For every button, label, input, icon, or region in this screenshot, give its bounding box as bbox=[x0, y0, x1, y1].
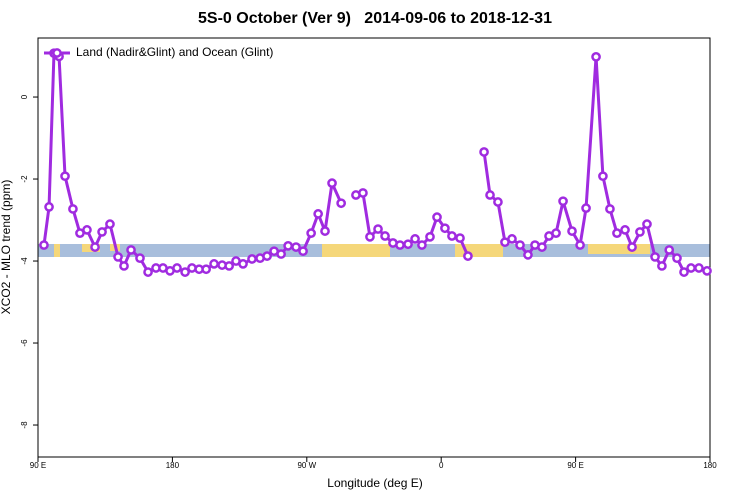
data-point bbox=[180, 267, 190, 277]
data-point bbox=[575, 240, 585, 250]
x-tick-label: 90 E bbox=[30, 461, 46, 470]
data-point bbox=[523, 250, 533, 260]
data-point bbox=[679, 267, 689, 277]
data-point bbox=[417, 240, 427, 250]
data-point bbox=[479, 147, 489, 157]
data-point bbox=[247, 254, 257, 264]
y-axis-label: XCO2 - MLO trend (ppm) bbox=[0, 180, 13, 315]
data-point bbox=[642, 219, 652, 229]
data-point bbox=[90, 242, 100, 252]
y-tick-label: 0 bbox=[20, 94, 29, 99]
data-point bbox=[485, 190, 495, 200]
data-point bbox=[537, 242, 547, 252]
data-point bbox=[97, 227, 107, 237]
data-point bbox=[68, 204, 78, 214]
legend-label: Land (Nadir&Glint) and Ocean (Glint) bbox=[76, 45, 273, 59]
plot-frame bbox=[37, 37, 711, 458]
legend-entry: Land (Nadir&Glint) and Ocean (Glint) bbox=[44, 45, 273, 59]
data-point bbox=[591, 52, 601, 62]
data-point bbox=[82, 225, 92, 235]
land-patch bbox=[54, 244, 60, 257]
y-tick-label: -2 bbox=[20, 175, 29, 183]
x-tick-label: 90 E bbox=[567, 461, 583, 470]
data-point bbox=[551, 228, 561, 239]
data-point bbox=[493, 197, 503, 207]
data-point bbox=[672, 253, 682, 264]
data-point bbox=[507, 234, 517, 244]
data-point bbox=[650, 252, 660, 262]
data-point bbox=[44, 202, 54, 212]
data-point bbox=[113, 252, 123, 262]
data-point bbox=[306, 228, 316, 239]
data-point bbox=[410, 234, 420, 244]
data-point bbox=[327, 178, 337, 188]
data-point bbox=[664, 245, 675, 255]
x-tick-label: 180 bbox=[703, 461, 717, 470]
legend-marker bbox=[52, 48, 62, 58]
data-point bbox=[105, 219, 115, 229]
x-tick-label: 180 bbox=[166, 461, 180, 470]
data-point bbox=[515, 240, 525, 250]
x-tick-label: 90 W bbox=[297, 461, 316, 470]
data-point bbox=[298, 246, 308, 257]
data-point bbox=[276, 249, 286, 259]
data-point bbox=[432, 212, 442, 223]
data-point bbox=[395, 240, 405, 250]
data-point bbox=[425, 231, 435, 242]
y-tick-label: -8 bbox=[20, 421, 29, 429]
data-point bbox=[463, 251, 473, 261]
data-point bbox=[262, 251, 272, 261]
data-point bbox=[336, 198, 346, 209]
data-point bbox=[635, 227, 645, 237]
data-point bbox=[224, 261, 234, 271]
data-point bbox=[598, 171, 608, 182]
data-point bbox=[209, 259, 219, 269]
data-point bbox=[60, 171, 70, 182]
data-point bbox=[119, 261, 129, 271]
data-point bbox=[135, 253, 145, 264]
data-point bbox=[440, 223, 450, 234]
data-point bbox=[283, 241, 293, 251]
data-point bbox=[702, 266, 712, 276]
data-point bbox=[380, 231, 390, 241]
data-point bbox=[455, 233, 465, 243]
data-point bbox=[605, 204, 615, 214]
land-patch bbox=[322, 244, 390, 257]
data-point bbox=[172, 263, 182, 273]
x-axis-label: Longitude (deg E) bbox=[327, 476, 422, 490]
data-point bbox=[558, 196, 568, 207]
data-point bbox=[291, 242, 301, 252]
data-point bbox=[567, 226, 577, 236]
data-point bbox=[620, 225, 630, 235]
data-point bbox=[238, 259, 248, 269]
y-tick-label: -6 bbox=[20, 339, 29, 347]
data-point bbox=[126, 245, 136, 255]
data-point bbox=[581, 203, 591, 213]
data-point bbox=[320, 226, 330, 236]
data-point bbox=[627, 242, 637, 252]
data-point bbox=[313, 209, 323, 219]
data-point bbox=[694, 263, 704, 273]
y-tick-label: -4 bbox=[20, 257, 29, 265]
data-point bbox=[143, 267, 153, 277]
data-point bbox=[373, 224, 383, 234]
data-point bbox=[39, 240, 49, 250]
data-point bbox=[403, 239, 413, 250]
chart-title: 5S-0 October (Ver 9) 2014-09-06 to 2018-… bbox=[198, 10, 552, 27]
data-point bbox=[657, 261, 667, 271]
data-point bbox=[201, 264, 211, 275]
land-patch bbox=[588, 244, 650, 254]
data-point bbox=[358, 188, 368, 198]
data-point bbox=[686, 263, 696, 273]
data-point bbox=[612, 228, 622, 239]
data-point bbox=[447, 231, 457, 241]
data-point bbox=[365, 231, 375, 242]
x-tick-label: 0 bbox=[439, 461, 444, 470]
